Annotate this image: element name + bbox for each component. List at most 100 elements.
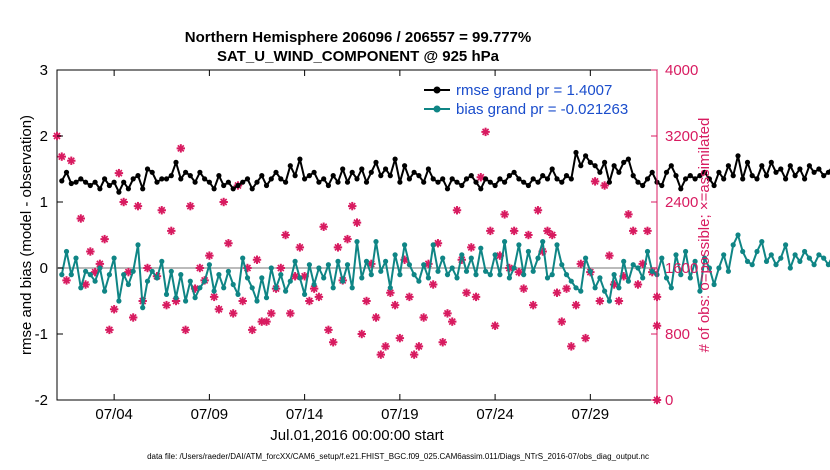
bias-point bbox=[716, 265, 722, 271]
rmse-point bbox=[178, 176, 184, 182]
rmse-point bbox=[602, 159, 608, 165]
bias-point bbox=[763, 258, 770, 264]
obs-point bbox=[286, 309, 295, 318]
obs-point bbox=[86, 247, 95, 256]
rmse-point bbox=[806, 163, 813, 169]
rmse-point bbox=[163, 176, 170, 182]
rmse-point bbox=[92, 179, 98, 185]
obs-point-d2 bbox=[286, 309, 294, 317]
bias-point bbox=[111, 255, 117, 261]
rmse-point bbox=[259, 173, 265, 179]
rmse-point bbox=[783, 176, 789, 182]
bias-point bbox=[383, 258, 389, 264]
bias-point bbox=[249, 285, 255, 291]
bias-point bbox=[578, 288, 584, 294]
bias-point bbox=[516, 242, 522, 248]
obs-point-d2 bbox=[277, 264, 285, 272]
bias-point bbox=[254, 298, 260, 304]
obs-point bbox=[100, 234, 109, 244]
bias-point bbox=[521, 272, 527, 278]
obs-point bbox=[252, 255, 262, 264]
obs-point-d2 bbox=[643, 227, 652, 235]
obs-point bbox=[405, 292, 414, 302]
rmse-point bbox=[692, 176, 698, 182]
bias-point bbox=[792, 252, 798, 258]
bias-point bbox=[235, 291, 241, 297]
obs-point-d2 bbox=[182, 326, 190, 334]
obs-point bbox=[276, 263, 286, 273]
obs-point-d2 bbox=[596, 297, 604, 305]
obs-point-d2 bbox=[524, 231, 532, 239]
obs-point bbox=[176, 144, 186, 153]
bias-point bbox=[273, 285, 279, 291]
rmse-point bbox=[563, 173, 570, 179]
obs-point-d2 bbox=[291, 272, 299, 280]
bias-point bbox=[730, 242, 736, 248]
obs-point bbox=[428, 280, 438, 289]
obs-point-d2 bbox=[91, 268, 99, 276]
bias-point bbox=[644, 248, 651, 255]
rmse-point bbox=[544, 176, 551, 182]
rmse-point bbox=[568, 176, 574, 182]
obs-point bbox=[262, 317, 271, 326]
rmse-point bbox=[592, 163, 598, 169]
bias-point bbox=[283, 288, 289, 294]
obs-point-d2 bbox=[629, 227, 637, 235]
rmse-point bbox=[111, 179, 117, 185]
obs-point-d2 bbox=[101, 235, 109, 243]
y-right-tick-label: 800 bbox=[665, 326, 690, 343]
bias-point bbox=[97, 265, 103, 271]
bias-point bbox=[340, 278, 346, 284]
rmse-point bbox=[487, 179, 493, 185]
rmse-point bbox=[768, 159, 774, 165]
obs-point-d2 bbox=[562, 285, 571, 293]
rmse-point bbox=[616, 169, 622, 175]
obs-point-d2 bbox=[324, 326, 332, 334]
rmse-point bbox=[492, 182, 498, 189]
bias-point bbox=[402, 242, 408, 248]
bias-point bbox=[78, 285, 84, 291]
bias-point bbox=[468, 255, 474, 261]
rmse-point bbox=[73, 179, 79, 185]
bias-point bbox=[297, 275, 303, 281]
rmse-point bbox=[506, 173, 512, 179]
bias-point bbox=[825, 262, 830, 268]
x-axis-label: Jul.01,2016 00:00:00 start bbox=[270, 427, 444, 444]
bias-point bbox=[649, 268, 655, 274]
obs-point bbox=[295, 243, 305, 252]
bias-point bbox=[678, 272, 684, 278]
obs-point-d2 bbox=[262, 318, 271, 326]
obs-point bbox=[181, 325, 190, 335]
rmse-point bbox=[511, 169, 517, 175]
rmse-point bbox=[640, 182, 646, 189]
bias-point bbox=[692, 258, 698, 264]
rmse-point bbox=[335, 179, 341, 185]
obs-point-d2 bbox=[624, 210, 632, 218]
bias-point bbox=[197, 285, 203, 291]
bias-point bbox=[459, 252, 465, 258]
bias-point bbox=[473, 272, 479, 278]
bias-point bbox=[625, 278, 632, 284]
obs-point-d2 bbox=[196, 264, 204, 272]
rmse-point bbox=[502, 179, 508, 185]
obs-point bbox=[467, 243, 476, 252]
rmse-point bbox=[144, 166, 151, 172]
rmse-point bbox=[378, 173, 384, 179]
bias-point bbox=[806, 255, 813, 261]
rmse-point bbox=[330, 173, 336, 179]
rmse-point bbox=[468, 173, 474, 179]
bias-point bbox=[59, 272, 65, 278]
bias-point bbox=[563, 272, 570, 278]
obs-point bbox=[471, 292, 481, 302]
bias-point bbox=[230, 281, 236, 288]
obs-point-d2 bbox=[462, 289, 471, 297]
bias-point bbox=[640, 275, 646, 281]
bias-point bbox=[130, 268, 136, 274]
bias-point bbox=[163, 291, 170, 297]
y-right-tick-label: 2400 bbox=[665, 194, 698, 211]
bias-point bbox=[492, 252, 498, 258]
obs-point-d2 bbox=[605, 252, 613, 260]
rmse-point bbox=[478, 186, 484, 192]
chart-title: Northern Hemisphere 206096 / 206557 = 99… bbox=[185, 29, 531, 46]
bias-point bbox=[592, 285, 598, 291]
